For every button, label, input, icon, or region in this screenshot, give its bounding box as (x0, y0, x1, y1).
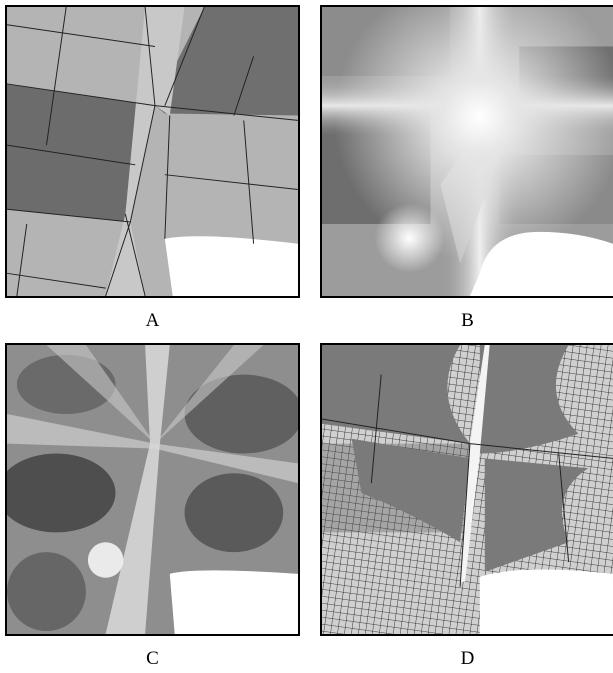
shape-polygon (7, 414, 298, 484)
shape-ellipse (184, 374, 298, 454)
shape-path (460, 345, 490, 582)
panel-label: B (461, 310, 474, 331)
shape-polygon (154, 7, 298, 116)
shape-polygon (105, 345, 170, 634)
shape-path (164, 236, 298, 296)
shape-path (45, 7, 255, 244)
shape-svg (322, 345, 613, 634)
shape-path (479, 345, 579, 454)
shape-path (322, 345, 470, 444)
shape-g (7, 7, 298, 296)
shape-circle (87, 542, 124, 578)
panel-label: C (146, 648, 159, 669)
panel-label: D (460, 648, 475, 669)
shape-path (169, 570, 298, 634)
panel-a (5, 5, 300, 298)
panel-d (320, 343, 613, 636)
shape-svg (7, 345, 298, 634)
shape-path (164, 7, 255, 116)
shape-path (351, 438, 470, 543)
shape-path (469, 231, 613, 296)
shape-polygon (7, 83, 155, 223)
shape-ellipse (7, 453, 116, 533)
shape-ellipse (184, 473, 284, 553)
shape-path (479, 569, 613, 634)
shape-g (322, 374, 613, 587)
shape-path (322, 374, 613, 587)
shape-svg (7, 7, 298, 296)
shape-svg (322, 7, 613, 296)
shape-path (484, 458, 589, 572)
shape-polygon (46, 345, 155, 444)
shape-path (7, 174, 298, 296)
panel-c (5, 343, 300, 636)
panel-b (320, 5, 613, 298)
shape-ellipse (7, 552, 86, 632)
panel-label: A (145, 310, 160, 331)
